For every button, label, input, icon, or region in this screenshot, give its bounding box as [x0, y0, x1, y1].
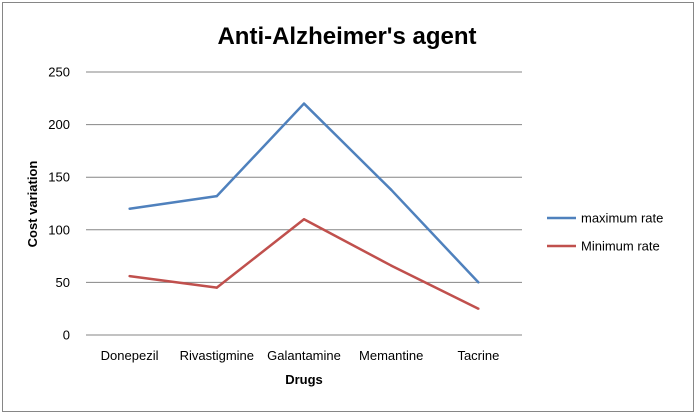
x-tick-labels: Donepezil Rivastigmine Galantamine Memantin… [101, 348, 500, 363]
x-tick-label: Rivastigmine [180, 348, 254, 363]
legend: maximum rate Minimum rate [547, 211, 663, 254]
series-line-0 [129, 102, 480, 284]
data-point [477, 281, 480, 284]
legend-item-1: Minimum rate [547, 239, 660, 254]
y-tick-label: 200 [48, 117, 70, 132]
data-point [215, 286, 218, 289]
series-line-1 [129, 218, 479, 310]
y-tick-label: 100 [48, 222, 70, 237]
legend-item-0: maximum rate [547, 211, 663, 226]
data-point [302, 218, 306, 221]
y-tick-label: 0 [63, 328, 70, 343]
legend-label: maximum rate [581, 211, 663, 226]
chart-frame [2, 2, 694, 412]
y-tick-label: 250 [48, 65, 70, 80]
data-point [390, 264, 393, 267]
x-axis-title: Drugs [285, 372, 323, 387]
legend-label: Minimum rate [581, 239, 660, 254]
x-tick-label: Tacrine [457, 348, 499, 363]
data-point [390, 188, 393, 192]
gridlines [86, 71, 522, 336]
data-point [302, 102, 306, 105]
y-axis-title: Cost variation [25, 161, 40, 248]
chart-title: Anti-Alzheimer's agent [217, 23, 476, 50]
x-tick-label: Donepezil [101, 348, 159, 363]
y-tick-label: 50 [56, 275, 70, 290]
y-tick-labels: 0 50 100 150 200 250 [48, 65, 70, 343]
data-point [128, 207, 131, 210]
x-tick-label: Galantamine [267, 348, 341, 363]
data-point [128, 274, 131, 278]
series-lines [128, 102, 480, 310]
x-tick-label: Memantine [359, 348, 423, 363]
data-point [477, 307, 480, 310]
y-tick-label: 150 [48, 170, 70, 185]
data-point [215, 194, 218, 198]
